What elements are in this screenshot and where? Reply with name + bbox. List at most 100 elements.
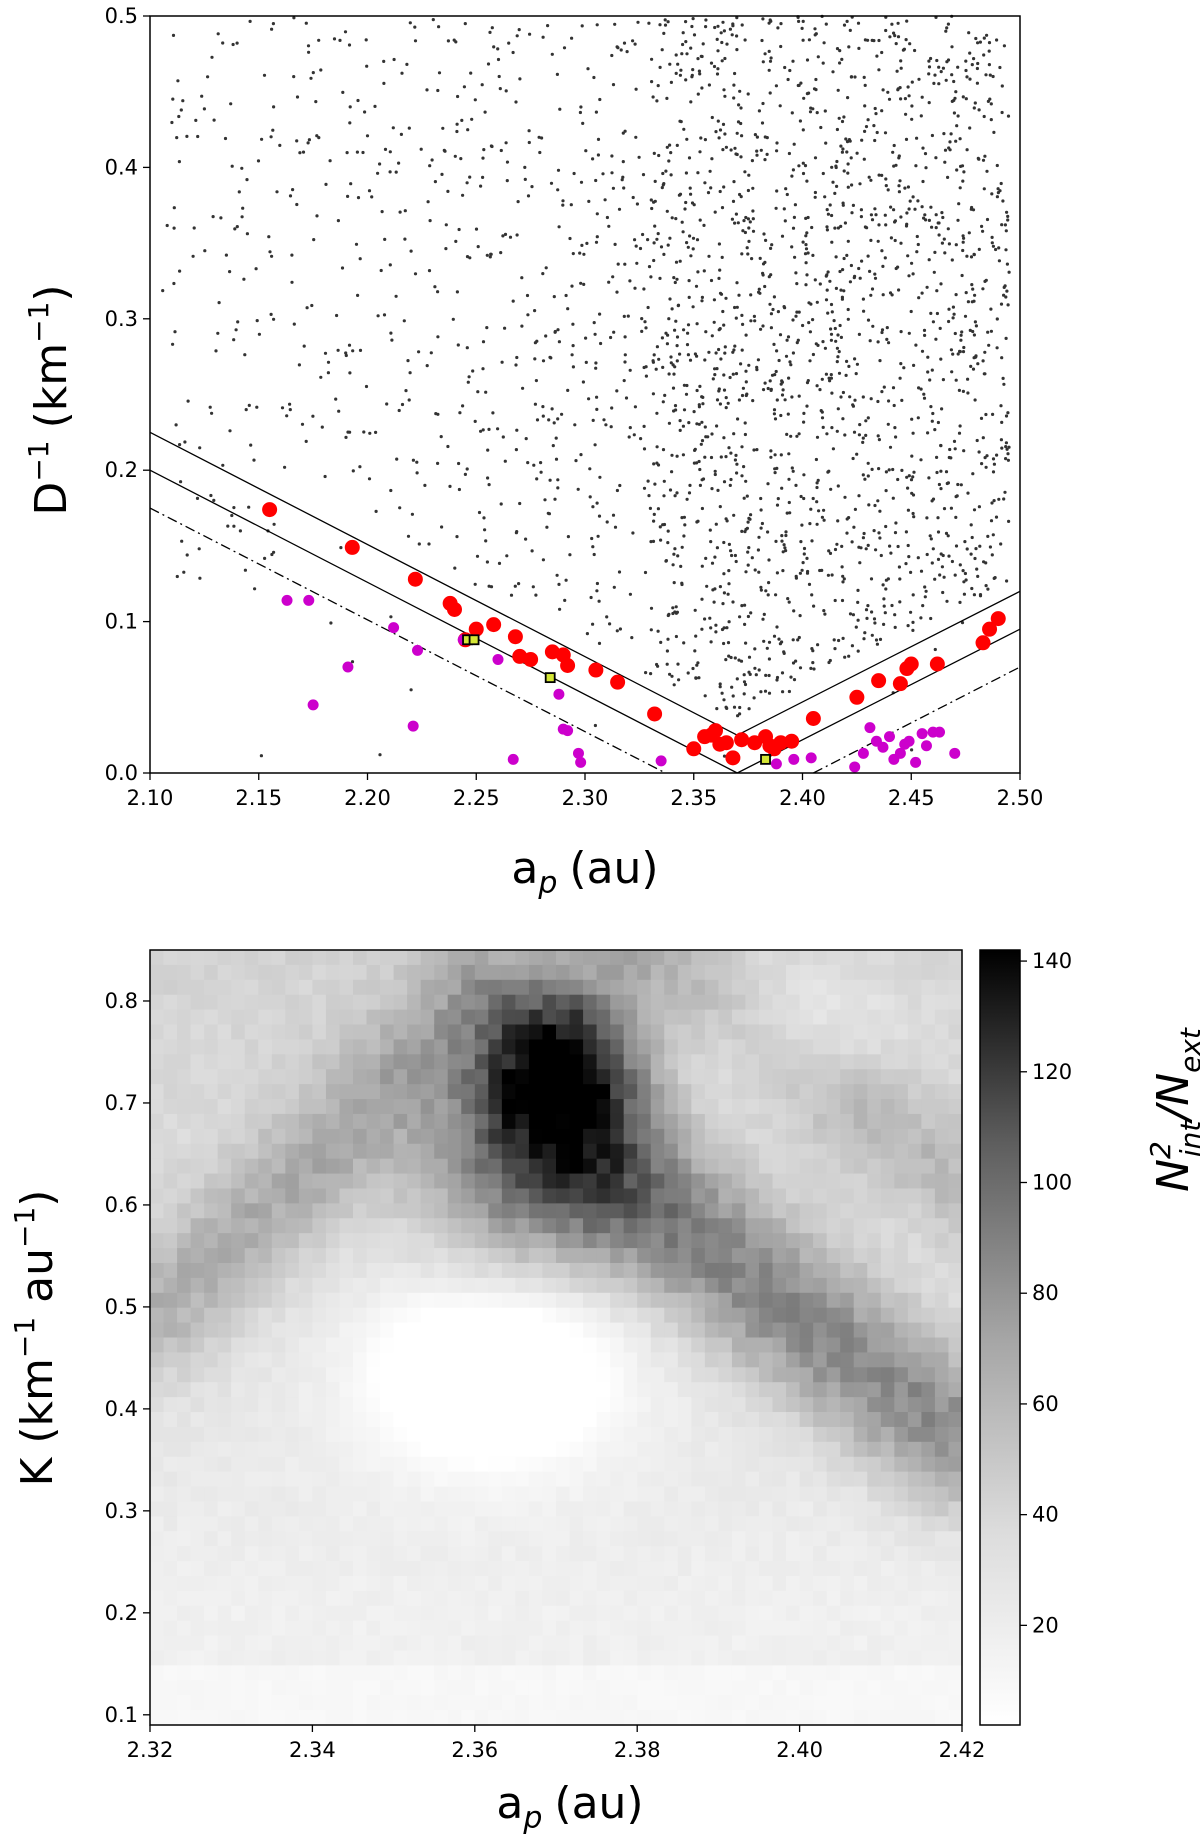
heatmap-cell [745,1188,760,1204]
heatmap-cell [150,1128,165,1145]
heatmap-cell [312,1233,327,1249]
heatmap-cell [731,1024,747,1041]
heatmap-cell [515,1009,530,1026]
heatmap-cell [501,1352,516,1368]
heatmap-cell [556,1218,571,1234]
y-axis-ticks: 0.00.10.20.30.40.5 [105,4,150,785]
x-axis-ticks: 2.10 2.15 2.20 2.25 2.30 2.35 2.40 2.45 2.50 [127,773,1043,810]
heatmap-cell [447,1367,462,1383]
background-point [390,338,394,342]
background-point [722,323,726,327]
heatmap-cell [569,1695,584,1711]
heatmap-cell [325,1516,341,1532]
background-point [663,18,667,22]
background-point [829,373,833,377]
background-point [272,550,276,554]
background-point [747,516,751,521]
heatmap-cell [204,1531,219,1547]
background-point [1004,457,1008,461]
background-point [884,587,888,591]
background-point [558,607,562,611]
heatmap-cell [474,1620,489,1637]
background-point [828,658,832,663]
heatmap-cell [217,1203,232,1219]
background-point [899,97,903,101]
background-point [808,359,812,363]
heatmap-cell [569,1233,584,1249]
heatmap-cell [745,1426,760,1443]
heatmap-cell [244,1665,259,1681]
background-point [388,263,392,267]
background-point [453,154,457,158]
heatmap-cell [231,1128,246,1145]
background-point [652,512,656,517]
background-point [724,406,728,410]
background-point [934,226,938,230]
heatmap-cell [745,1233,760,1249]
background-point [932,270,936,274]
heatmap-cell [501,1337,516,1353]
heatmap-cell [542,1680,557,1696]
background-point [814,88,818,92]
background-point [766,530,770,534]
background-point [836,355,840,359]
background-point [765,136,769,140]
red-point [407,571,423,587]
heatmap-cell [298,1099,313,1115]
heatmap-cell [556,950,571,966]
heatmap-cell [704,1173,719,1190]
heatmap-cell [339,1292,354,1309]
heatmap-cell [556,1322,571,1339]
heatmap-cell [488,1352,503,1368]
square-point [468,634,480,646]
heatmap-cell [190,1128,205,1145]
heatmap-cell [691,1203,706,1219]
heatmap-cell [393,1262,408,1279]
background-point [746,92,750,96]
background-point [963,314,968,318]
background-point [779,413,783,418]
magenta-point [307,699,319,711]
background-point [224,253,228,257]
heatmap-cell [610,1456,625,1473]
heatmap-cell [366,1397,381,1413]
heatmap-cell [231,1605,246,1622]
background-point [858,561,862,565]
heatmap-cell [461,1412,476,1428]
background-point [615,290,619,294]
heatmap-cell [434,1501,449,1517]
background-point [820,515,825,519]
background-point [690,73,694,77]
heatmap-cell [339,1203,354,1219]
background-point [746,614,751,619]
background-point [479,429,483,433]
heatmap-cell [298,1650,313,1666]
heatmap-cell [650,1575,665,1592]
background-point [821,340,825,344]
background-point [413,272,418,276]
background-point [179,480,183,484]
background-point [855,452,859,456]
background-point [922,328,927,332]
background-point [962,449,966,453]
background-point [957,431,962,435]
background-point [876,340,880,344]
heatmap-cell [677,1203,692,1219]
background-point [1000,223,1004,227]
heatmap-cell [312,1710,327,1726]
background-point [836,519,840,523]
heatmap-cell [610,1367,625,1383]
heatmap-cell [407,1456,422,1473]
background-point [671,563,675,567]
heatmap-cell [298,1471,313,1488]
heatmap-cell [380,1143,395,1160]
heatmap-cell [298,1561,313,1577]
heatmap-cell [244,1099,259,1115]
heatmap-cell [420,979,435,996]
background-point [623,335,627,339]
background-point [831,180,835,184]
heatmap-cell [231,1575,246,1592]
background-point [791,318,795,322]
heatmap-cell [542,1531,557,1547]
heatmap-cell [285,1605,300,1622]
